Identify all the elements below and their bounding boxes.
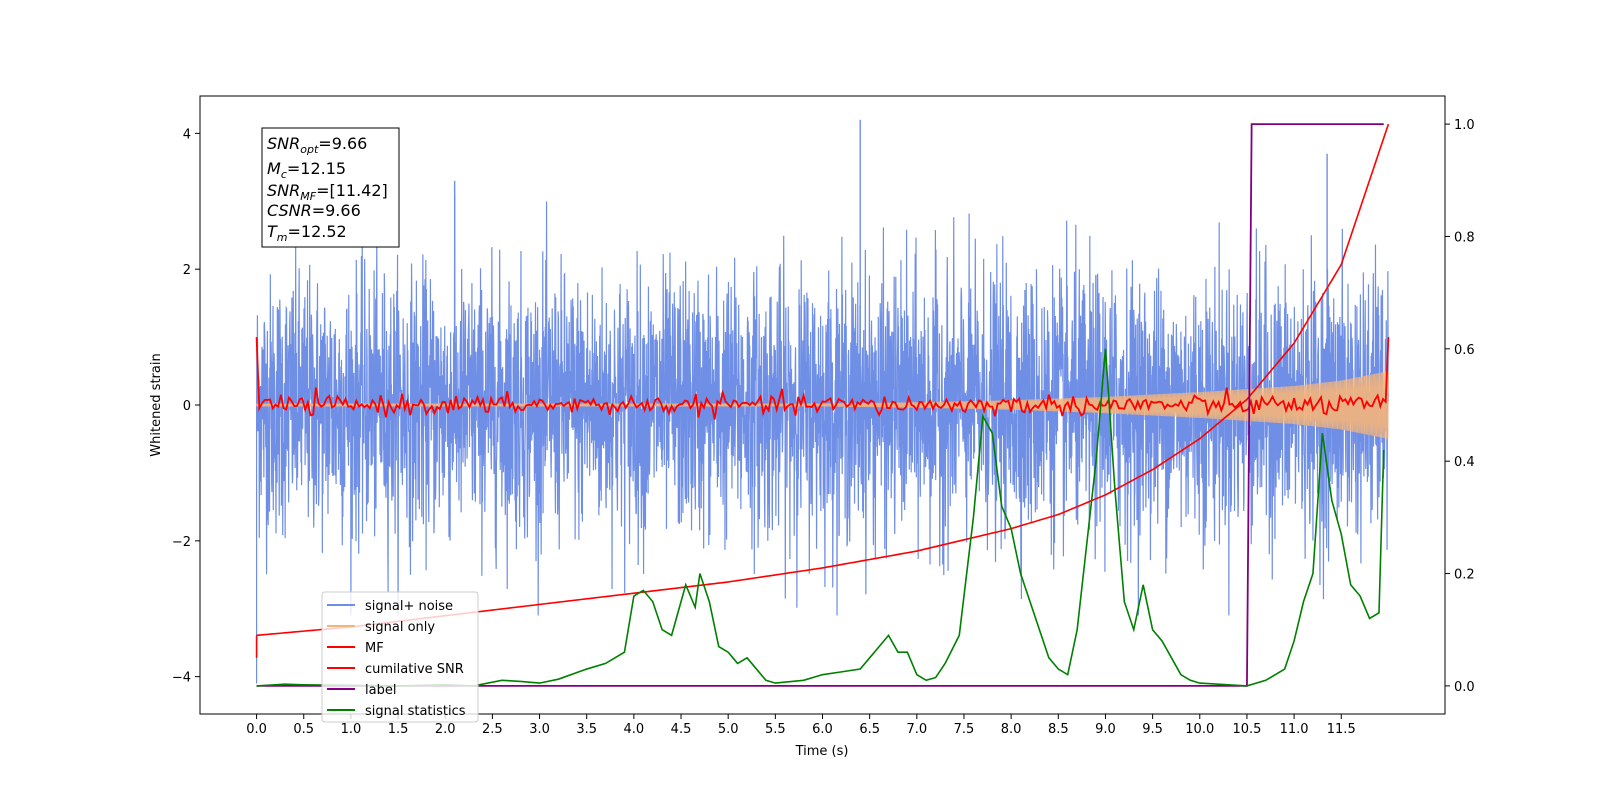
legend-label: signal+ noise <box>365 599 453 614</box>
info-snr-opt: SNRopt=9.66 <box>267 134 367 156</box>
x-tick-label: 10.5 <box>1232 722 1261 737</box>
x-tick-label: 7.0 <box>906 722 927 737</box>
x-tick-label: 6.5 <box>859 722 880 737</box>
x-tick-label: 2.0 <box>435 722 456 737</box>
x-tick-label: 4.0 <box>624 722 645 737</box>
info-box: SNRopt=9.66 Mc=12.15 SNRMF=[11.42] CSNR=… <box>261 127 400 248</box>
plot-area <box>255 119 1390 687</box>
x-tick-label: 3.0 <box>529 722 550 737</box>
y-right-tick-label: 0.2 <box>1454 568 1475 583</box>
legend-label: label <box>365 683 396 698</box>
x-tick-label: 5.5 <box>765 722 786 737</box>
x-tick-label: 8.0 <box>1001 722 1022 737</box>
x-tick-label: 4.5 <box>671 722 692 737</box>
x-tick-label: 3.5 <box>576 722 597 737</box>
y-right-tick-label: 0.8 <box>1454 230 1475 245</box>
info-csnr: CSNR=9.66 <box>267 201 361 220</box>
series-signal-statistics <box>256 348 1385 687</box>
legend: signal+ noise signal only MF cumilative SNR… <box>321 591 479 723</box>
legend-label: signal statistics <box>365 704 466 719</box>
x-tick-label: 6.0 <box>812 722 833 737</box>
x-axis: 0.0 0.5 1.0 1.5 2.0 2.5 3.0 3.5 4.0 4.5 5.0 5.5 6.0 6… <box>246 714 1356 737</box>
info-tm-value: =12.52 <box>288 222 347 241</box>
x-tick-label: 11.5 <box>1327 722 1356 737</box>
info-snr-opt-value: =9.66 <box>318 134 367 153</box>
y-axis-right: 1.0 0.8 0.6 0.4 0.2 0.0 <box>1445 118 1475 695</box>
legend-label: cumilative SNR <box>365 662 464 677</box>
legend-label: signal only <box>365 620 435 635</box>
y-axis-left: 4 2 0 −2 −4 <box>172 127 200 686</box>
info-csnr-value: =9.66 <box>312 201 361 220</box>
y-left-tick-label: −2 <box>172 535 191 550</box>
x-tick-label: 9.5 <box>1142 722 1163 737</box>
x-axis-label: Time (s) <box>795 744 849 759</box>
x-tick-label: 9.0 <box>1095 722 1116 737</box>
y-right-tick-label: 0.6 <box>1454 343 1475 358</box>
x-tick-label: 8.5 <box>1048 722 1069 737</box>
y-right-tick-label: 0.0 <box>1454 680 1475 695</box>
info-snr-mf-value: =[11.42] <box>316 181 388 200</box>
x-tick-label: 1.5 <box>388 722 409 737</box>
info-mc: Mc=12.15 <box>267 159 346 181</box>
y-left-tick-label: −4 <box>172 671 191 686</box>
x-tick-label: 11.0 <box>1280 722 1309 737</box>
legend-frame <box>321 591 479 723</box>
y-left-tick-label: 2 <box>183 263 191 278</box>
y-right-tick-label: 1.0 <box>1454 118 1475 133</box>
info-snr-mf: SNRMF=[11.42] <box>267 181 388 203</box>
info-tm: Tm=12.52 <box>267 222 347 244</box>
y-left-tick-label: 4 <box>183 127 191 142</box>
x-tick-label: 2.5 <box>482 722 503 737</box>
x-tick-label: 0.0 <box>246 722 267 737</box>
info-mc-value: =12.15 <box>287 159 346 178</box>
series-mf <box>255 337 1390 420</box>
x-tick-label: 0.5 <box>293 722 314 737</box>
x-tick-label: 10.0 <box>1185 722 1214 737</box>
legend-label: MF <box>365 641 384 656</box>
info-box-frame <box>261 127 400 248</box>
y-left-tick-label: 0 <box>183 399 191 414</box>
y-right-tick-label: 0.4 <box>1454 455 1475 470</box>
series-label <box>256 123 1384 687</box>
x-tick-label: 7.5 <box>954 722 975 737</box>
x-tick-label: 1.0 <box>341 722 362 737</box>
y-axis-label: Whitened strain <box>149 353 164 456</box>
x-tick-label: 5.0 <box>718 722 739 737</box>
